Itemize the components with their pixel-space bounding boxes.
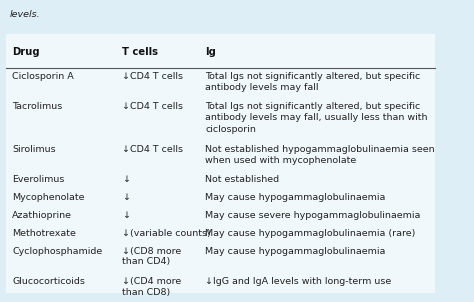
- Text: ↓IgG and IgA levels with long-term use: ↓IgG and IgA levels with long-term use: [205, 277, 392, 286]
- Text: Azathioprine: Azathioprine: [12, 211, 73, 220]
- Text: ↓(CD8 more
than CD4): ↓(CD8 more than CD4): [122, 247, 181, 266]
- Text: ↓CD4 T cells: ↓CD4 T cells: [122, 145, 183, 154]
- Text: ↓CD4 T cells: ↓CD4 T cells: [122, 72, 183, 81]
- Text: Cyclophosphamide: Cyclophosphamide: [12, 247, 102, 256]
- Text: ↓CD4 T cells: ↓CD4 T cells: [122, 102, 183, 111]
- Text: ↓: ↓: [122, 211, 130, 220]
- Text: Total Igs not significantly altered, but specific
antibody levels may fall: Total Igs not significantly altered, but…: [205, 72, 420, 92]
- Text: Tacrolimus: Tacrolimus: [12, 102, 63, 111]
- Text: ↓(CD4 more
than CD8): ↓(CD4 more than CD8): [122, 277, 181, 297]
- Text: Not established: Not established: [205, 175, 279, 184]
- Text: Mycophenolate: Mycophenolate: [12, 193, 85, 202]
- Text: ↓(variable counts): ↓(variable counts): [122, 229, 210, 238]
- Text: Ig: Ig: [205, 47, 216, 57]
- Text: Drug: Drug: [12, 47, 40, 57]
- Text: Ciclosporin A: Ciclosporin A: [12, 72, 74, 81]
- Text: T cells: T cells: [122, 47, 158, 57]
- Text: levels.: levels.: [10, 10, 41, 19]
- Text: Methotrexate: Methotrexate: [12, 229, 76, 238]
- Text: ↓: ↓: [122, 175, 130, 184]
- Text: May cause severe hypogammaglobulinaemia: May cause severe hypogammaglobulinaemia: [205, 211, 420, 220]
- Text: Not established hypogammaglobulinaemia seen
when used with mycophenolate: Not established hypogammaglobulinaemia s…: [205, 145, 435, 165]
- FancyBboxPatch shape: [6, 34, 435, 293]
- Text: ↓: ↓: [122, 193, 130, 202]
- Text: Total Igs not significantly altered, but specific
antibody levels may fall, usua: Total Igs not significantly altered, but…: [205, 102, 428, 133]
- Text: May cause hypogammaglobulinaemia: May cause hypogammaglobulinaemia: [205, 193, 385, 202]
- Text: May cause hypogammaglobulinaemia: May cause hypogammaglobulinaemia: [205, 247, 385, 256]
- Text: Glucocorticoids: Glucocorticoids: [12, 277, 85, 286]
- Text: Everolimus: Everolimus: [12, 175, 65, 184]
- Text: Sirolimus: Sirolimus: [12, 145, 56, 154]
- Text: May cause hypogammaglobulinaemia (rare): May cause hypogammaglobulinaemia (rare): [205, 229, 416, 238]
